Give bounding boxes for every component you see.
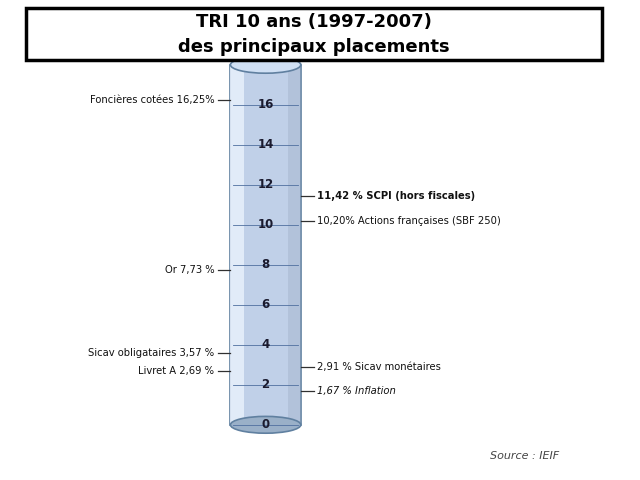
- Text: 10,20% Actions françaises (SBF 250): 10,20% Actions françaises (SBF 250): [317, 216, 500, 226]
- Text: 10: 10: [257, 218, 274, 231]
- Text: Sicav obligataires 3,57 %: Sicav obligataires 3,57 %: [88, 348, 214, 359]
- Text: 1,67 % Inflation: 1,67 % Inflation: [317, 386, 396, 396]
- Text: 14: 14: [257, 138, 274, 151]
- Text: Livret A 2,69 %: Livret A 2,69 %: [138, 366, 214, 376]
- Ellipse shape: [230, 57, 301, 73]
- Text: 2,91 % Sicav monétaires: 2,91 % Sicav monétaires: [317, 361, 441, 372]
- Text: 6: 6: [262, 298, 269, 312]
- Text: Or 7,73 %: Or 7,73 %: [164, 265, 214, 275]
- Text: 4: 4: [262, 338, 269, 351]
- Text: 2: 2: [262, 378, 269, 391]
- Text: TRI 10 ans (1997-2007)
des principaux placements: TRI 10 ans (1997-2007) des principaux pl…: [178, 12, 449, 56]
- Text: 16: 16: [257, 98, 274, 111]
- Bar: [230, 65, 301, 425]
- Text: 0: 0: [262, 418, 269, 432]
- Text: 8: 8: [262, 258, 269, 271]
- Ellipse shape: [230, 416, 301, 433]
- Bar: [230, 65, 244, 425]
- FancyBboxPatch shape: [26, 8, 602, 60]
- Text: 11,42 % SCPI (hors fiscales): 11,42 % SCPI (hors fiscales): [317, 192, 475, 202]
- Bar: [289, 65, 301, 425]
- Text: Source : IEIF: Source : IEIF: [490, 451, 559, 461]
- Text: 12: 12: [257, 178, 274, 192]
- Text: Foncières cotées 16,25%: Foncières cotées 16,25%: [90, 95, 214, 105]
